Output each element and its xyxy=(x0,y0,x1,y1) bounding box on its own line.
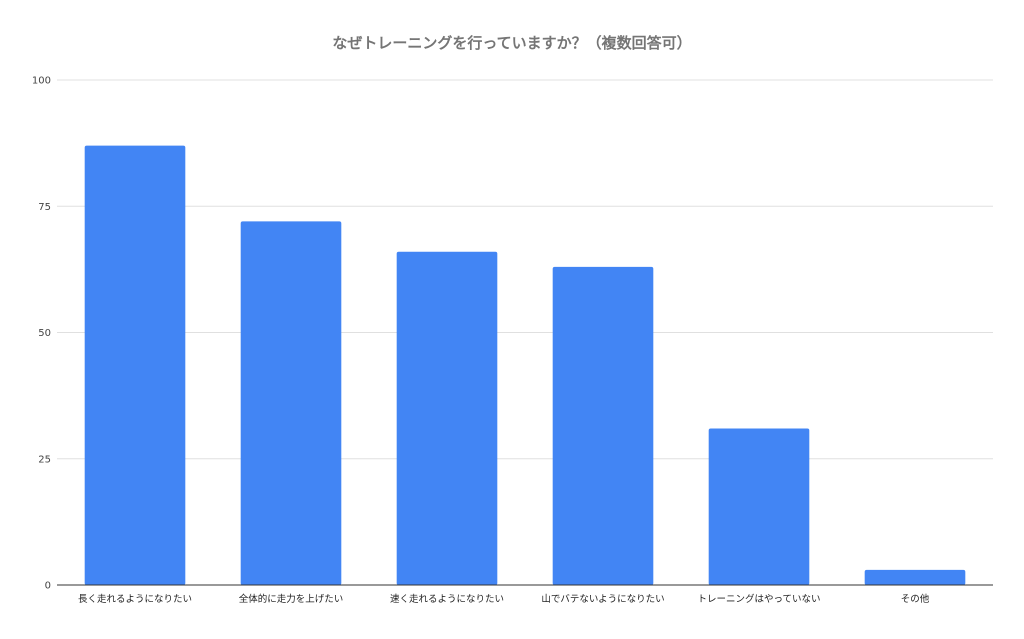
bar xyxy=(552,266,654,585)
y-tick-label: 75 xyxy=(38,202,51,213)
y-tick-label: 100 xyxy=(32,76,51,87)
bar xyxy=(396,251,498,585)
x-category-label: トレーニングはやっていない xyxy=(697,593,820,605)
y-tick-label: 50 xyxy=(38,328,51,339)
x-category-label: 全体的に走力を上げたい xyxy=(239,593,344,605)
x-category-label: 長く走れるようになりたい xyxy=(78,594,192,605)
y-tick-label: 0 xyxy=(45,581,51,592)
bar xyxy=(708,428,810,585)
x-category-label: 山でバテないようになりたい xyxy=(541,594,664,605)
bars xyxy=(84,145,966,585)
bar xyxy=(864,569,966,585)
y-tick-label: 25 xyxy=(38,454,51,465)
y-axis-ticks: 0 25 50 75 100 xyxy=(32,76,51,592)
bar xyxy=(84,145,186,585)
chart-title: なぜトレーニングを行っていますか？（複数回答可） xyxy=(332,34,691,52)
x-category-label: その他 xyxy=(901,593,930,605)
bar xyxy=(240,221,342,585)
x-category-label: 速く走れるようになりたい xyxy=(390,594,504,605)
x-axis-labels: 長く走れるようになりたい 全体的に走力を上げたい 速く走れるようになりたい 山でバテな… xyxy=(78,593,930,605)
gridlines xyxy=(57,79,993,460)
